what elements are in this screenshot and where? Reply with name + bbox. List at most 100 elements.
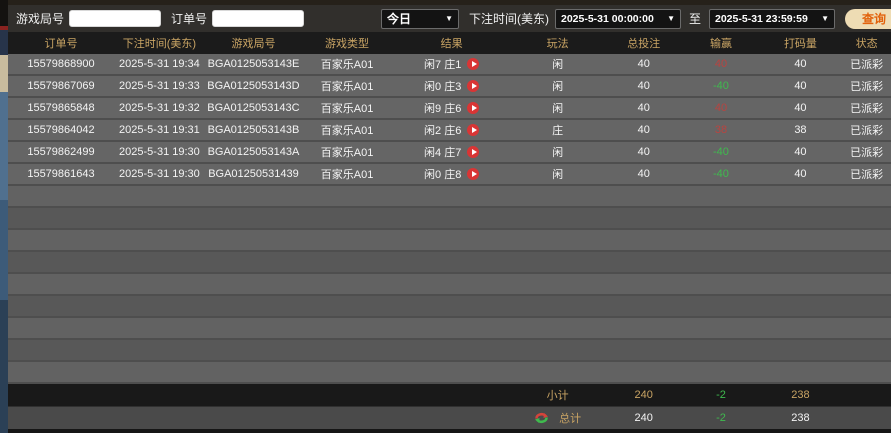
- summary-cell: 238: [791, 389, 810, 401]
- table-row: 15579864042 2025-5-31 19:31 BGA0125053143B…: [8, 120, 891, 142]
- column-header: 状态: [855, 38, 878, 50]
- column-header: 打码量: [783, 38, 817, 50]
- play-icon[interactable]: [467, 124, 480, 136]
- cell-bet-time: 2025-5-31 19:30: [119, 168, 200, 180]
- result-text: 闲9 庄6: [424, 103, 462, 115]
- cell-game-type: 百家乐A01: [320, 125, 374, 137]
- cell-result: 闲0 庄8: [392, 166, 511, 182]
- order-no-input[interactable]: [212, 10, 305, 27]
- column-header: 游戏类型: [325, 38, 370, 50]
- summary-cell: 238: [791, 412, 810, 424]
- game-round-label: 游戏局号: [16, 12, 65, 26]
- cell-play: 庄: [552, 125, 564, 137]
- play-icon[interactable]: [467, 80, 480, 92]
- cell-win-loss: 40: [714, 58, 728, 70]
- cell-game-type: 百家乐A01: [320, 103, 374, 115]
- play-icon[interactable]: [467, 102, 480, 114]
- chevron-down-icon: ▼: [821, 14, 829, 23]
- empty-row: [8, 274, 891, 296]
- cell-round-id: BGA0125053143A: [207, 146, 300, 158]
- summary-cell: 240: [634, 412, 653, 424]
- refresh-icon[interactable]: [534, 412, 549, 427]
- date-to-select[interactable]: 2025-5-31 23:59:59 ▼: [709, 8, 835, 29]
- empty-row: [8, 230, 891, 252]
- cell-bet-time: 2025-5-31 19:32: [119, 102, 200, 114]
- cell-order-id: 15579862499: [27, 146, 95, 158]
- summary-cell: -2: [716, 389, 726, 401]
- column-header: 游戏局号: [231, 38, 276, 50]
- cell-play: 闲: [552, 147, 564, 159]
- play-icon[interactable]: [467, 146, 480, 158]
- table-row: 15579865848 2025-5-31 19:32 BGA0125053143C…: [8, 98, 891, 120]
- cell-game-type: 百家乐A01: [320, 169, 374, 181]
- cell-round-id: BGA0125053143C: [207, 102, 300, 114]
- empty-row: [8, 296, 891, 318]
- play-icon[interactable]: [467, 58, 480, 70]
- cell-bet-time: 2025-5-31 19:30: [119, 146, 200, 158]
- summary-cell: 总计: [511, 410, 604, 427]
- cell-total-bet: 40: [637, 58, 650, 70]
- window-top-edge: [8, 0, 891, 5]
- cell-total-bet: 40: [637, 124, 650, 136]
- date-preset-select[interactable]: 今日 ▼: [380, 8, 459, 29]
- column-header: 玩法: [546, 38, 569, 50]
- column-header: 订单号: [44, 38, 78, 50]
- background-window-edge: [0, 0, 8, 433]
- summary-label: 小计: [546, 390, 569, 402]
- cell-turnover: 40: [794, 168, 807, 180]
- empty-row: [8, 186, 891, 208]
- summary-cell: -2: [716, 412, 726, 424]
- cell-status: 已派彩: [850, 125, 884, 137]
- cell-round-id: BGA0125053143E: [207, 58, 300, 70]
- play-icon[interactable]: [467, 168, 480, 180]
- chevron-down-icon: ▼: [445, 14, 453, 23]
- summary-cell: 240: [634, 389, 653, 401]
- cell-status: 已派彩: [850, 59, 884, 71]
- empty-row: [8, 362, 891, 384]
- subtotal-row: 小计 240 -2 238: [8, 384, 891, 407]
- cell-order-id: 15579868900: [27, 58, 95, 70]
- cell-game-type: 百家乐A01: [320, 81, 374, 93]
- cell-total-bet: 40: [637, 168, 650, 180]
- cell-win-loss: 40: [714, 102, 728, 114]
- date-from-select[interactable]: 2025-5-31 00:00:00 ▼: [554, 8, 681, 29]
- cell-turnover: 40: [794, 102, 807, 114]
- date-to-value: 2025-5-31 23:59:59: [715, 12, 808, 25]
- cell-total-bet: 40: [637, 80, 650, 92]
- cell-bet-time: 2025-5-31 19:33: [119, 80, 200, 92]
- cell-status: 已派彩: [850, 169, 884, 181]
- column-header: 下注时间(美东): [122, 38, 197, 50]
- cell-result: 闲2 庄6: [392, 122, 511, 138]
- chevron-down-icon: ▼: [667, 14, 675, 23]
- empty-row: [8, 318, 891, 340]
- cell-bet-time: 2025-5-31 19:31: [119, 124, 200, 136]
- cell-total-bet: 40: [637, 146, 650, 158]
- result-text: 闲2 庄6: [424, 125, 462, 137]
- cell-order-id: 15579864042: [27, 124, 95, 136]
- empty-row: [8, 340, 891, 362]
- cell-turnover: 40: [794, 146, 807, 158]
- cell-result: 闲0 庄3: [392, 78, 511, 94]
- cell-turnover: 40: [794, 80, 807, 92]
- empty-row: [8, 208, 891, 230]
- cell-win-loss: -40: [713, 146, 729, 158]
- cell-status: 已派彩: [850, 103, 884, 115]
- order-no-label: 订单号: [171, 12, 208, 26]
- summary-cell: 小计: [511, 387, 604, 403]
- cell-order-id: 15579867069: [27, 80, 95, 92]
- cell-order-id: 15579861643: [27, 168, 95, 180]
- game-round-input[interactable]: [69, 10, 162, 27]
- result-text: 闲7 庄1: [424, 59, 462, 71]
- window-bottom-edge: [8, 429, 891, 433]
- table-body: 15579868900 2025-5-31 19:34 BGA0125053143E…: [8, 54, 891, 384]
- cell-play: 闲: [552, 169, 564, 181]
- empty-row: [8, 252, 891, 274]
- column-header: 总投注: [627, 38, 661, 50]
- cell-status: 已派彩: [850, 147, 884, 159]
- result-text: 闲4 庄7: [424, 147, 462, 159]
- date-from-value: 2025-5-31 00:00:00: [560, 12, 654, 25]
- cell-round-id: BGA0125053143D: [207, 80, 300, 92]
- column-header: 结果: [440, 38, 463, 50]
- search-button[interactable]: 查询: [845, 8, 891, 29]
